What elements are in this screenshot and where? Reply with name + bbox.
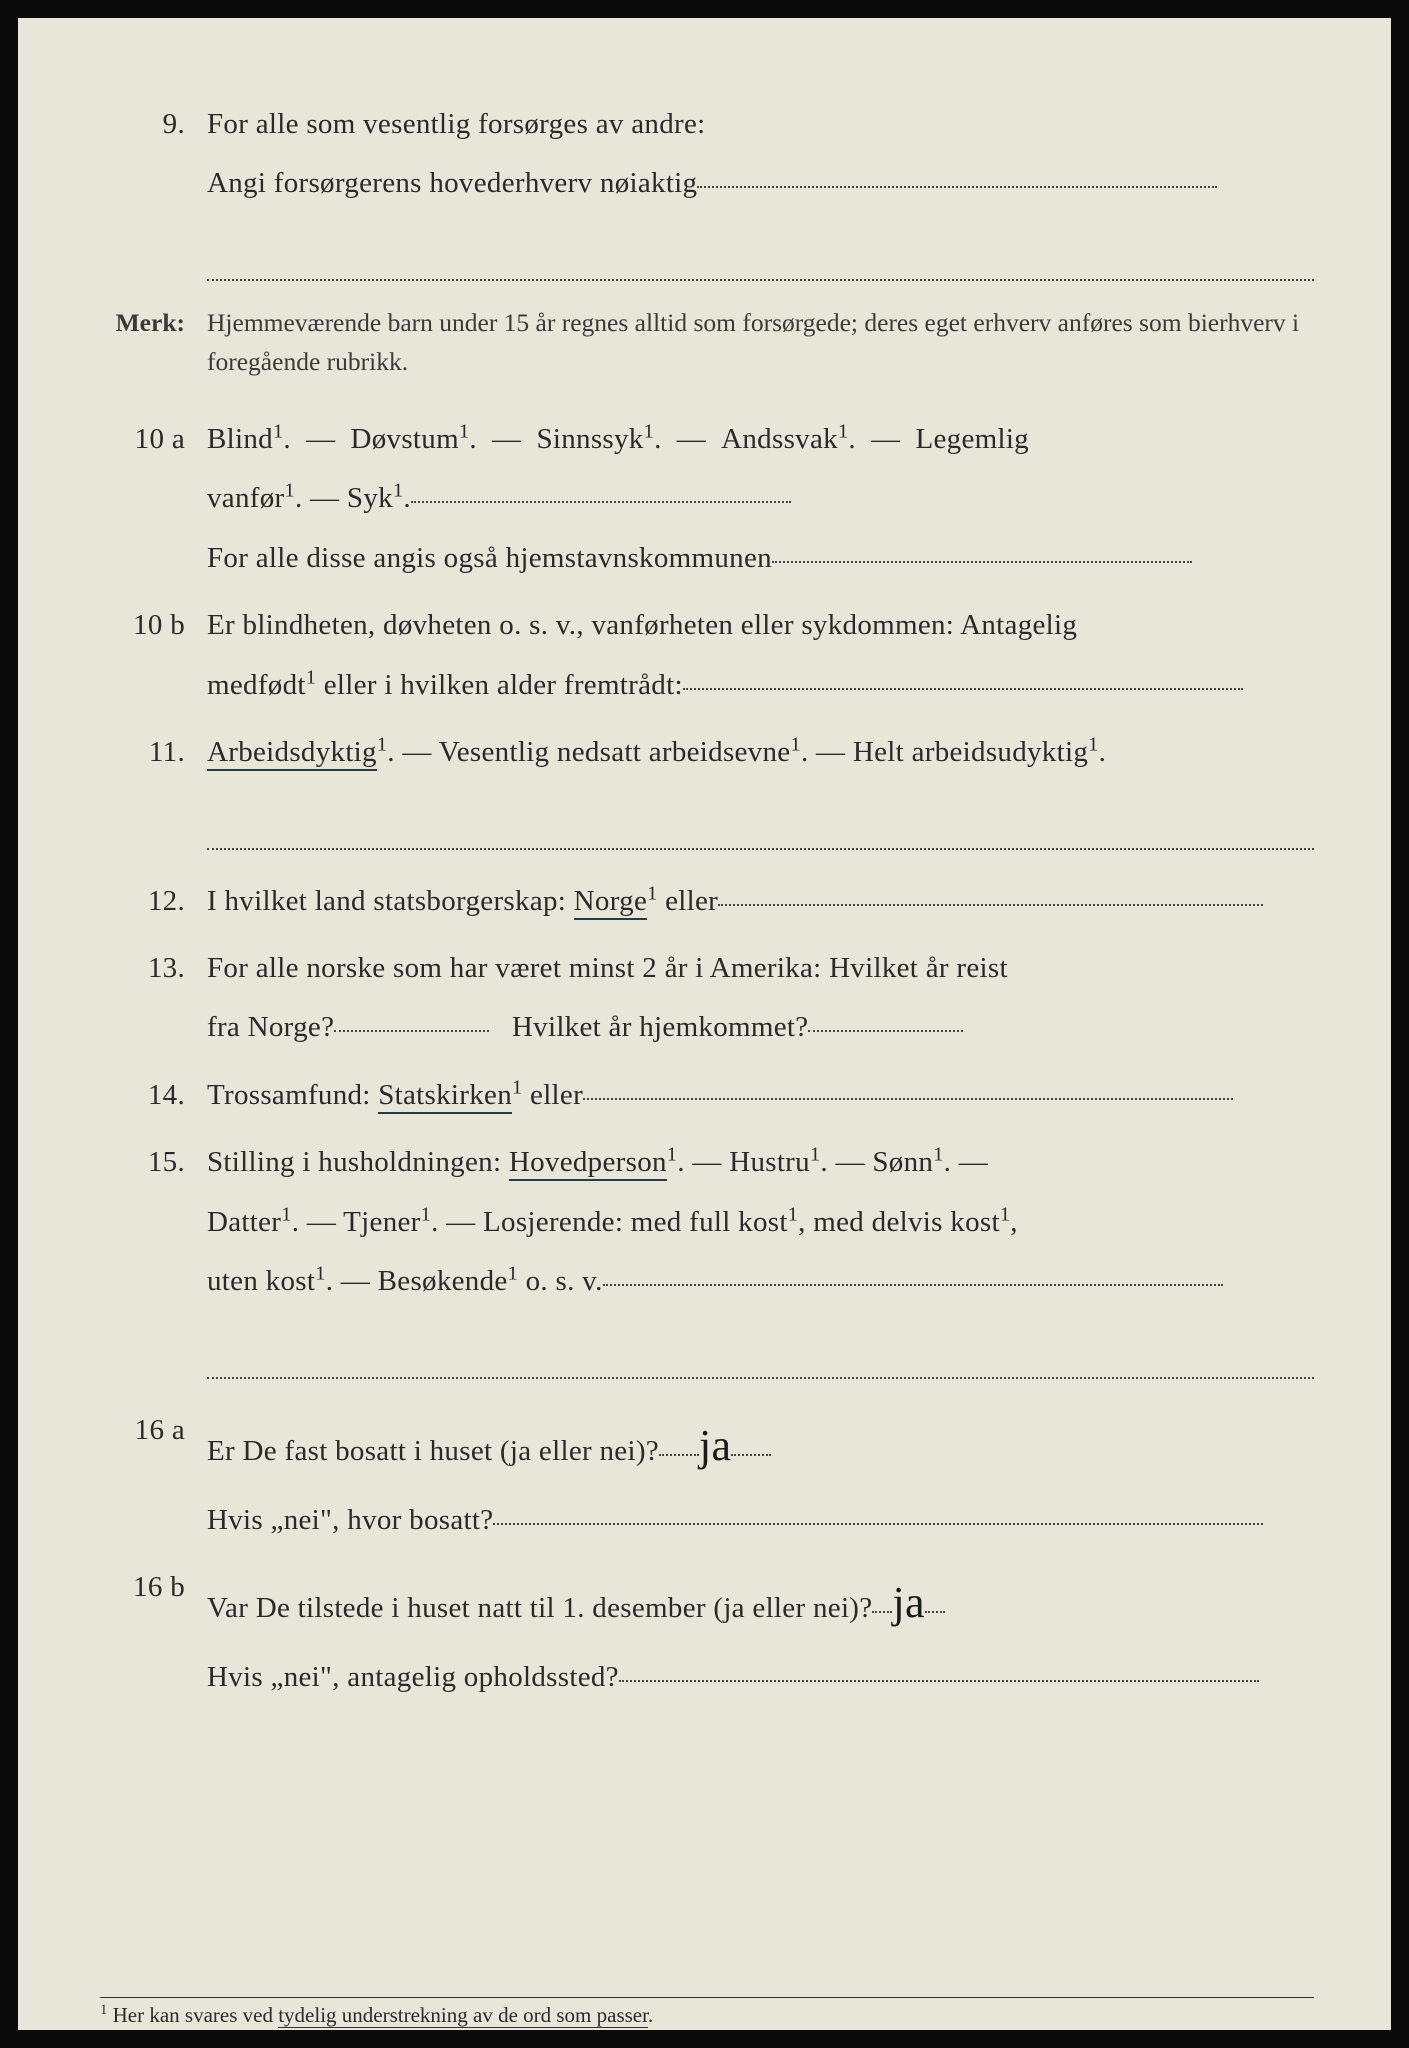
q9-line1: For alle som vesentlig forsørges av andr…	[207, 95, 1314, 154]
q15-l2d: , med delvis kost	[798, 1206, 1000, 1238]
q15-l2e: ,	[1010, 1206, 1018, 1238]
q10a-w2: Døvstum	[350, 423, 458, 455]
question-15: 15. Stilling i husholdningen: Hovedperso…	[95, 1133, 1314, 1382]
q16b-number: 16 b	[95, 1558, 207, 1708]
q15-r1: . — Hustru	[677, 1146, 810, 1178]
q10a-w3: Sinnssyk	[536, 423, 643, 455]
q15-l2c: . — Losjerende: med full kost	[431, 1206, 788, 1238]
q10a-w1: Blind	[207, 423, 273, 455]
blank-line	[808, 1030, 963, 1032]
q10a-w7: Syk	[347, 482, 393, 514]
q16a-l2: Hvis „nei", hvor bosatt?	[207, 1504, 493, 1536]
q16b-answer: ja	[892, 1558, 924, 1648]
q16a-l1: Er De fast bosatt i huset (ja eller nei)…	[207, 1435, 659, 1467]
q11-number: 11.	[95, 723, 207, 853]
blank-line	[659, 1454, 699, 1456]
q12-post: eller	[658, 885, 719, 917]
footnote-text-b: tydelig understrekning av de ord som pas…	[278, 2003, 648, 2028]
q15-pre: Stilling i husholdningen:	[207, 1146, 509, 1178]
blank-line	[772, 561, 1192, 563]
blank-line	[925, 1611, 945, 1613]
q10b-l2a: medfødt	[207, 669, 306, 701]
question-10b: 10 b Er blindheten, døvheten o. s. v., v…	[95, 596, 1314, 715]
q15-l3a: uten kost	[207, 1265, 315, 1297]
blank-line	[493, 1523, 1263, 1525]
footnote-text-a: Her kan svares ved	[113, 2003, 279, 2027]
blank-line	[683, 688, 1243, 690]
blank-line	[697, 186, 1217, 188]
merk-text: Hjemmeværende barn under 15 år regnes al…	[207, 303, 1314, 382]
blank-line	[872, 1611, 892, 1613]
q9-line2: Angi forsørgerens hovederhverv nøiaktig	[207, 167, 697, 199]
q10a-w5: Legemlig	[915, 423, 1029, 455]
q16a-number: 16 a	[95, 1401, 207, 1551]
q13-line1: For alle norske som har været minst 2 år…	[207, 939, 1314, 998]
q10b-number: 10 b	[95, 596, 207, 715]
blank-line	[334, 1030, 489, 1032]
q16b-l1: Var De tilstede i huset natt til 1. dese…	[207, 1592, 872, 1624]
q15-number: 15.	[95, 1133, 207, 1382]
blank-line	[718, 904, 1263, 906]
q15-r1b: . — Sønn	[820, 1146, 933, 1178]
q11-w1: Arbeidsdyktig	[207, 736, 377, 771]
document-page: 9. For alle som vesentlig forsørges av a…	[0, 0, 1409, 2048]
q9-number: 9.	[95, 95, 207, 285]
q14-post: eller	[522, 1079, 583, 1111]
blank-line	[207, 224, 1314, 281]
q15-r1c: . —	[944, 1146, 988, 1178]
q10b-l2b: eller i hvilken alder fremtrådt:	[316, 669, 683, 701]
blank-line	[619, 1680, 1259, 1682]
question-16a: 16 a Er De fast bosatt i huset (ja eller…	[95, 1401, 1314, 1551]
blank-line	[207, 793, 1314, 850]
blank-line	[583, 1098, 1233, 1100]
question-11: 11. Arbeidsdyktig1. — Vesentlig nedsatt …	[95, 723, 1314, 853]
q15-l2: Datter	[207, 1206, 281, 1238]
merk-note: Merk: Hjemmeværende barn under 15 år reg…	[95, 303, 1314, 382]
q14-stats: Statskirken	[378, 1079, 512, 1114]
q10a-number: 10 a	[95, 410, 207, 588]
q16a-answer: ja	[699, 1401, 731, 1491]
blank-line	[411, 501, 791, 503]
question-16b: 16 b Var De tilstede i huset natt til 1.…	[95, 1558, 1314, 1708]
q10a-w6: vanfør	[207, 482, 285, 514]
q10b-line1: Er blindheten, døvheten o. s. v., vanfør…	[207, 596, 1314, 655]
q10a-w4: Andssvak	[721, 423, 838, 455]
q12-norge: Norge	[574, 885, 647, 920]
q14-pre: Trossamfund:	[207, 1079, 378, 1111]
question-9: 9. For alle som vesentlig forsørges av a…	[95, 95, 1314, 285]
q11-mid: . — Vesentlig nedsatt arbeidsevne	[387, 736, 790, 768]
q16b-l2: Hvis „nei", antagelig opholdssted?	[207, 1661, 619, 1693]
q12-number: 12.	[95, 872, 207, 931]
q14-number: 14.	[95, 1066, 207, 1125]
footnote: 1 Her kan svares ved tydelig understrekn…	[100, 1997, 1314, 2028]
q13-l2b: Hvilket år hjemkommet?	[512, 1011, 809, 1043]
merk-label: Merk:	[95, 303, 207, 382]
q15-hoved: Hovedperson	[509, 1146, 667, 1181]
question-10a: 10 a Blind1. — Døvstum1. — Sinnssyk1. — …	[95, 410, 1314, 588]
q13-number: 13.	[95, 939, 207, 1058]
footnote-marker: 1	[100, 2002, 107, 2018]
q15-l3c: o. s. v.	[518, 1265, 603, 1297]
q15-l2b: . — Tjener	[292, 1206, 421, 1238]
q12-pre: I hvilket land statsborgerskap:	[207, 885, 574, 917]
blank-line	[603, 1284, 1223, 1286]
q10a-line3: For alle disse angis også hjemstavnskomm…	[207, 542, 772, 574]
blank-line	[731, 1454, 771, 1456]
blank-line	[207, 1322, 1314, 1379]
question-14: 14. Trossamfund: Statskirken1 eller	[95, 1066, 1314, 1125]
q13-l2a: fra Norge?	[207, 1011, 334, 1043]
question-13: 13. For alle norske som har været minst …	[95, 939, 1314, 1058]
q15-l3b: . — Besøkende	[326, 1265, 508, 1297]
question-12: 12. I hvilket land statsborgerskap: Norg…	[95, 872, 1314, 931]
q11-end: . — Helt arbeidsudyktig	[801, 736, 1088, 768]
